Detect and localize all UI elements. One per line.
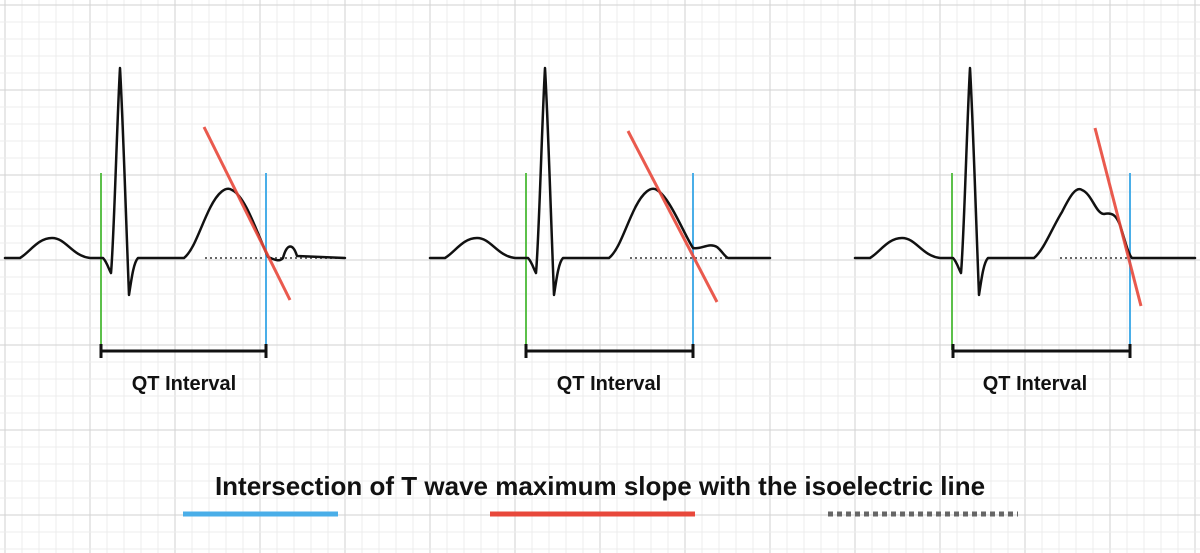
ecg-trace (853, 66, 1197, 297)
qt-interval-bracket (99, 344, 268, 358)
t-wave-tangent-line (626, 130, 719, 303)
ecg-trace (428, 66, 772, 297)
qt-interval-label-3: QT Interval (982, 373, 1088, 395)
t-wave-tangent-line (202, 126, 292, 301)
t-wave-tangent-line (1093, 127, 1143, 307)
qt-interval-bracket (524, 344, 695, 358)
caption: Intersection of T wave maximum slope wit… (214, 471, 986, 501)
qt-interval-label-2: QT Interval (556, 373, 662, 395)
ecg-panel-2 (428, 66, 772, 358)
ecg-panel-1 (3, 66, 347, 358)
qt-interval-label-1: QT Interval (131, 373, 237, 395)
qt-interval-bracket (951, 344, 1132, 358)
ecg-panel-3 (853, 66, 1197, 358)
